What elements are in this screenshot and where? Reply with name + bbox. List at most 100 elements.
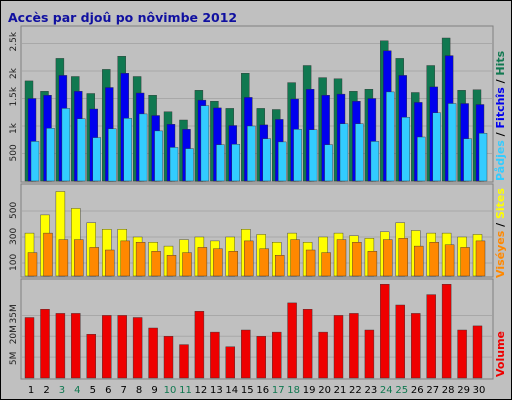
day-label-25: 25 [395,385,408,396]
bar-volume-day-26 [411,313,421,379]
day-label-10: 10 [164,385,177,396]
bar-visits-day-12 [197,247,208,277]
day-label-3: 3 [59,385,65,396]
legend-files: Fitchîs [494,87,507,129]
chart-title: Accès par djoû po nôvimbe 2012 [8,10,237,25]
legend-pages-files-hits: Pådjes / Fitchîs / Hits [494,50,507,181]
day-label-30: 30 [473,385,486,396]
bar-visits-day-5 [89,247,100,277]
bar-visits-day-2 [43,232,53,277]
bar-pages-day-19 [308,129,318,182]
bar-volume-day-10 [163,336,174,379]
bar-pages-day-26 [417,136,426,182]
bar-visits-day-8 [135,241,146,277]
bar-pages-day-20 [324,144,333,182]
bar-volume-day-22 [349,313,359,379]
bar-volume-day-1 [24,317,35,379]
bar-pages-day-27 [432,112,441,182]
bar-visits-day-22 [352,241,362,277]
bar-pages-day-30 [478,132,488,182]
bar-pages-day-25 [401,116,410,182]
bar-volume-day-4 [71,313,81,379]
bar-visits-day-24 [383,239,393,277]
legend-sites: Sites [494,188,507,219]
bar-visits-day-17 [275,254,285,277]
bar-pages-day-21 [339,123,349,182]
day-label-21: 21 [334,385,347,396]
bar-visits-day-27 [429,241,439,277]
day-label-27: 27 [426,385,439,396]
bar-volume-day-21 [333,315,344,379]
day-label-16: 16 [256,385,269,396]
bar-visits-day-30 [475,240,486,277]
bar-visits-day-16 [259,248,269,277]
day-label-13: 13 [210,385,223,396]
volume-ytick-label: 5M [9,352,19,366]
bar-pages-day-10 [169,147,179,182]
bar-pages-day-22 [355,123,364,182]
bar-volume-day-12 [194,311,205,379]
day-label-7: 7 [121,385,127,396]
bar-volume-day-5 [86,334,97,379]
day-label-29: 29 [457,385,470,396]
legend-volume: Volume [494,331,507,377]
bar-visits-day-20 [321,252,331,277]
day-label-8: 8 [136,385,142,396]
bar-visits-day-13 [213,248,223,277]
bar-visits-day-19 [305,249,316,277]
bar-volume-day-17 [272,331,282,379]
bar-volume-day-8 [132,317,143,379]
hits-ytick-label: 2k [9,67,19,79]
bar-pages-day-29 [463,138,472,182]
bar-pages-day-11 [185,148,194,182]
day-label-1: 1 [28,385,34,396]
bar-pages-day-1 [30,141,40,182]
bars [24,37,488,379]
day-label-14: 14 [225,385,238,396]
volume-ytick-label: 35M [9,304,19,323]
bar-visits-day-21 [336,239,347,277]
legend-separator: / [494,76,507,88]
bar-pages-day-12 [200,105,210,182]
bar-visits-day-15 [244,240,254,277]
bar-pages-day-17 [278,141,287,182]
bar-pages-day-9 [154,130,163,182]
bar-pages-day-4 [77,118,86,182]
day-label-26: 26 [411,385,424,396]
day-label-24: 24 [380,385,393,396]
volume-ytick-label: 20M [9,325,19,344]
bar-visits-day-10 [166,254,177,277]
hits-ytick-label: 1k [9,122,19,134]
bar-visits-day-9 [151,251,161,277]
bar-volume-day-7 [117,315,127,379]
bar-volume-day-24 [380,284,390,379]
bar-volume-day-2 [40,309,50,379]
bar-volume-day-14 [225,346,236,379]
bar-pages-day-24 [386,91,395,182]
legend-volume-label: Volume [494,331,507,377]
hits-ytick-label: 500 [9,144,19,161]
bar-pages-day-28 [447,103,457,182]
hits-ytick-label: 2.5k [9,31,19,51]
day-label-17: 17 [272,385,285,396]
bar-pages-day-6 [108,128,117,182]
visits-ytick-label: 300 [9,228,19,245]
day-label-6: 6 [105,385,111,396]
bar-volume-day-25 [395,304,405,379]
bar-volume-day-28 [441,284,452,379]
day-label-15: 15 [241,385,254,396]
legend-separator: / [494,219,507,231]
legend-hits: Hits [494,50,507,75]
day-label-5: 5 [90,385,96,396]
bar-pages-day-2 [46,127,55,182]
day-label-19: 19 [303,385,316,396]
bar-volume-day-23 [364,329,375,379]
bar-visits-day-29 [460,247,470,277]
bar-volume-day-20 [318,331,328,379]
day-label-22: 22 [349,385,362,396]
day-label-4: 4 [74,385,80,396]
bar-visits-day-1 [27,252,38,277]
legend-visits: Viséyes [494,230,507,278]
bar-volume-day-11 [179,344,189,379]
